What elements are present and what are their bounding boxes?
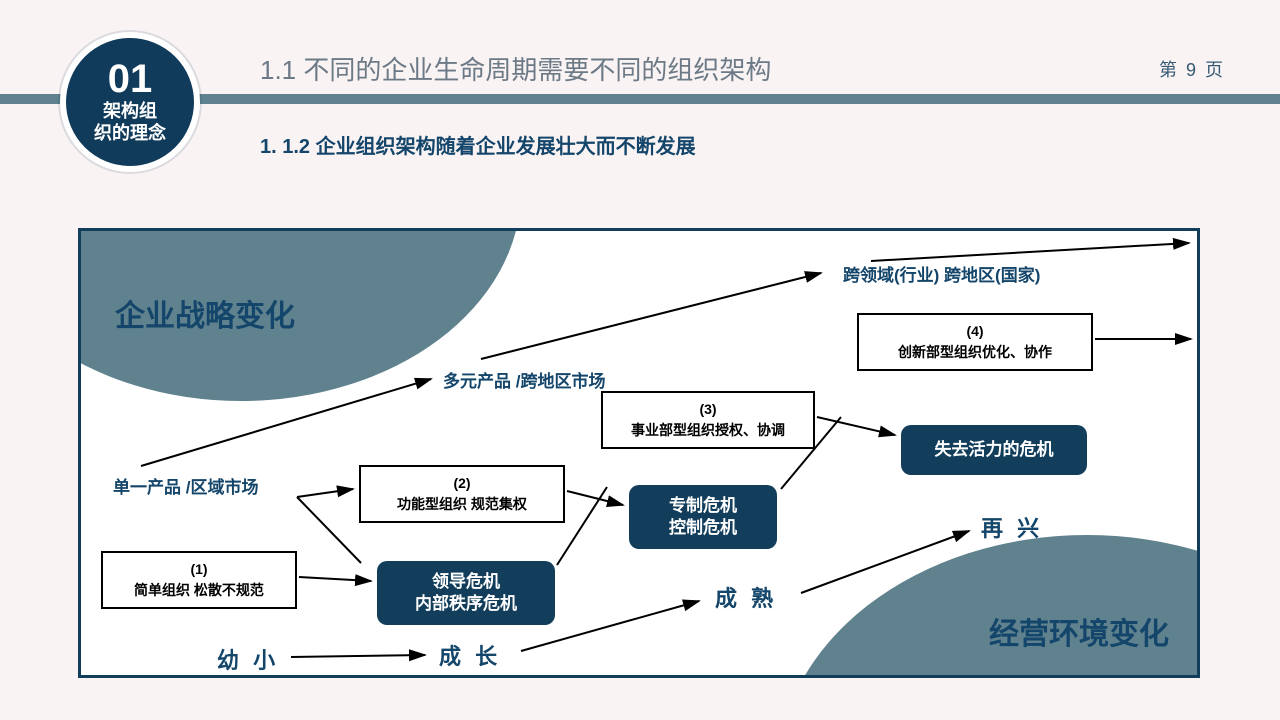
page-title: 1.1 不同的企业生命周期需要不同的组织架构	[260, 50, 771, 87]
context-label-1: 单一产品 /区域市场	[113, 473, 258, 498]
section-badge: 01 架构组 织的理念	[60, 32, 200, 172]
stage-label-3: 成 熟	[715, 581, 777, 613]
stage-label-4: 再 兴	[981, 511, 1043, 543]
diagram-frame: 企业战略变化 经营环境变化 单一产品 /区域市场 多元产品 /跨地区市场 跨领域…	[78, 228, 1200, 678]
stage2-box: (2) 功能型组织 规范集权	[359, 465, 565, 523]
label-strategy-change: 企业战略变化	[115, 291, 295, 335]
stage3-box: (3) 事业部型组织授权、协调	[601, 391, 815, 449]
context-label-2: 多元产品 /跨地区市场	[443, 367, 605, 392]
page-number: 第 9 页	[1159, 56, 1225, 82]
crisis-box-3: 失去活力的危机	[901, 425, 1087, 475]
stage1-box: (1) 简单组织 松散不规范	[101, 551, 297, 609]
crisis-box-2: 专制危机 控制危机	[629, 485, 777, 549]
label-env-change: 经营环境变化	[989, 609, 1169, 653]
badge-text: 架构组 织的理念	[94, 101, 166, 144]
stage4-box: (4) 创新部型组织优化、协作	[857, 313, 1093, 371]
blob-bottom-right	[777, 535, 1200, 678]
stage-label-2: 成 长	[439, 639, 501, 671]
context-label-3: 跨领域(行业) 跨地区(国家)	[843, 261, 1040, 286]
page-subtitle: 1. 1.2 企业组织架构随着企业发展壮大而不断发展	[260, 130, 696, 159]
crisis-box-1: 领导危机 内部秩序危机	[377, 561, 555, 625]
stage-label-1: 幼 小	[217, 643, 279, 675]
badge-number: 01	[108, 59, 153, 99]
